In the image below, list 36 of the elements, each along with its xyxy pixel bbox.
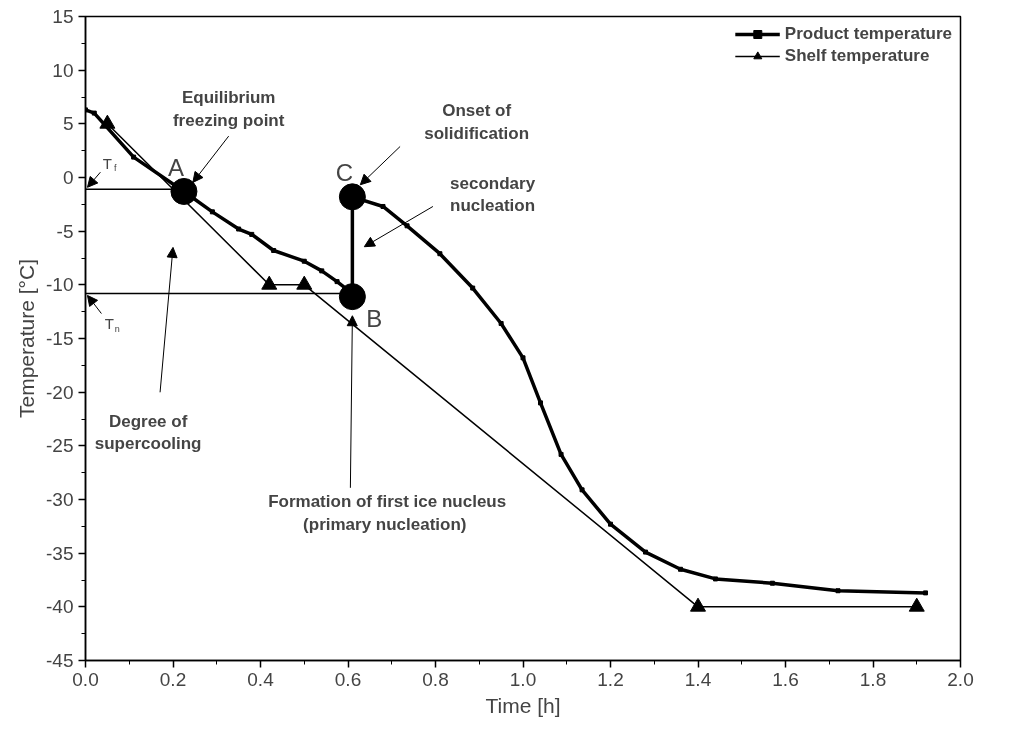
y-tick-label: 10 <box>52 59 74 81</box>
annotation: B <box>366 305 383 333</box>
y-tick-label: -5 <box>56 220 74 242</box>
x-tick-label: 0.0 <box>72 668 99 690</box>
y-tick-label: -10 <box>46 274 74 296</box>
annotation: Equilibrium freezing point <box>172 88 285 130</box>
y-tick-label: -35 <box>46 542 74 564</box>
x-tick-label: 1.8 <box>859 668 887 690</box>
y-tick-label: 15 <box>52 6 74 27</box>
annotation: A <box>167 153 184 181</box>
y-tick-label: 0 <box>62 167 74 188</box>
annotation: C <box>335 159 354 187</box>
x-tick-label: 2.0 <box>947 668 974 690</box>
x-tick-label: 0.8 <box>422 668 449 690</box>
y-tick-label: -20 <box>46 381 74 403</box>
x-axis-title: Time [h] <box>485 693 561 717</box>
legend-label: Product temperature <box>784 24 952 44</box>
y-tick-label: -40 <box>46 596 74 618</box>
x-tick-label: 1.0 <box>509 668 537 690</box>
y-tick-label: -45 <box>46 650 74 671</box>
annotation: Formation of first ice nucleus (primary nucleation) <box>268 492 507 534</box>
annotation: Degree of supercooling <box>94 411 202 454</box>
y-tick-label: 5 <box>62 113 74 135</box>
x-tick-label: 0.4 <box>247 668 275 690</box>
x-tick-label: 1.2 <box>597 668 624 690</box>
x-tick-label: 1.6 <box>772 668 799 690</box>
x-tick-label: 0.2 <box>159 668 187 690</box>
y-axis-title: Temperature [°C] <box>15 259 39 418</box>
y-tick-label: -25 <box>46 435 74 457</box>
annotation: Onset of solidification <box>424 101 530 144</box>
y-tick-label: -15 <box>46 328 74 349</box>
x-tick-label: 0.6 <box>334 668 362 690</box>
annotation: secondary nucleation <box>450 173 536 216</box>
y-tick-label: -30 <box>46 489 74 510</box>
x-tick-label: 1.4 <box>684 668 712 690</box>
legend-label: Shelf temperature <box>784 46 930 66</box>
